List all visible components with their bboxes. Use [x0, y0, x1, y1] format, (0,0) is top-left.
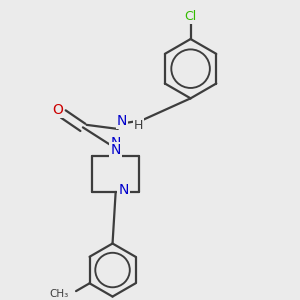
Text: O: O [52, 103, 63, 117]
Text: N: N [110, 143, 121, 158]
Text: H: H [134, 119, 143, 132]
Text: N: N [111, 136, 122, 150]
Text: Cl: Cl [184, 10, 197, 23]
Text: N: N [117, 114, 127, 128]
Text: CH₃: CH₃ [49, 289, 68, 298]
Text: N: N [118, 183, 129, 197]
